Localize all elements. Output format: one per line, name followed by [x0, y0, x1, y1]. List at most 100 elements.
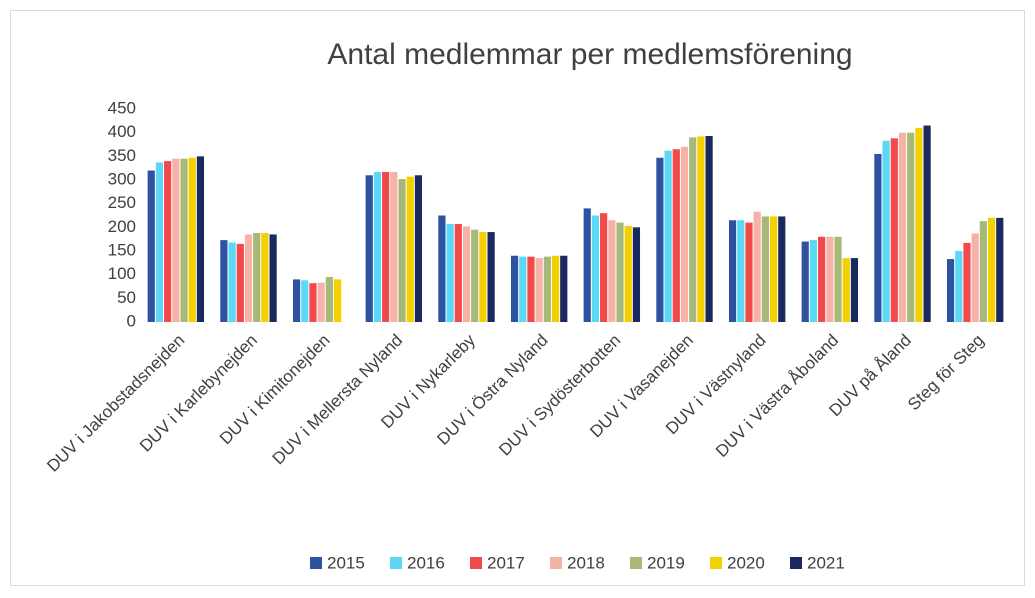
legend-label: 2017: [487, 553, 525, 572]
bar: [842, 258, 850, 322]
bar: [737, 220, 745, 322]
bar: [309, 283, 317, 322]
legend-swatch: [790, 557, 802, 569]
bar: [778, 216, 786, 322]
bar: [244, 234, 253, 322]
bar: [253, 233, 261, 322]
bar: [801, 241, 809, 322]
bar: [583, 208, 591, 322]
legend-swatch: [310, 557, 322, 569]
bar: [398, 179, 406, 322]
bar: [608, 220, 616, 322]
y-tick-label: 350: [108, 146, 136, 165]
bar: [826, 236, 834, 322]
bar: [979, 221, 987, 322]
bar: [987, 217, 996, 322]
bar: [180, 158, 188, 322]
bar: [834, 236, 842, 322]
bar: [874, 153, 882, 322]
bar: [543, 256, 551, 322]
legend-label: 2019: [647, 553, 685, 572]
bar: [510, 255, 519, 322]
bar: [890, 138, 898, 322]
legend-swatch: [710, 557, 722, 569]
bar: [446, 224, 454, 322]
bar: [269, 234, 277, 322]
y-tick-label: 150: [108, 240, 136, 259]
bar: [996, 217, 1004, 322]
bar: [560, 255, 568, 322]
bar: [971, 233, 979, 322]
legend-label: 2015: [327, 553, 365, 572]
bar: [236, 243, 244, 322]
bar: [809, 240, 818, 322]
bar: [527, 256, 535, 322]
bar: [333, 279, 342, 322]
bar: [471, 229, 479, 322]
y-tick-label: 100: [108, 264, 136, 283]
bar: [317, 282, 325, 322]
legend-label: 2016: [407, 553, 445, 572]
bar: [220, 240, 228, 322]
legend-label: 2018: [567, 553, 605, 572]
bar: [454, 224, 462, 322]
chart-title: Antal medlemmar per medlemsförening: [327, 38, 852, 71]
bar: [818, 236, 826, 322]
bar: [898, 132, 907, 322]
bar: [769, 216, 778, 322]
bar: [535, 258, 543, 322]
bar: [850, 258, 859, 322]
bar: [915, 127, 923, 322]
bar: [672, 149, 680, 322]
bar: [438, 215, 446, 322]
bar: [946, 259, 955, 322]
bar: [301, 280, 309, 322]
y-tick-label: 0: [127, 311, 136, 330]
bar: [172, 158, 180, 322]
bar: [390, 171, 398, 322]
bar: [479, 232, 487, 322]
y-tick-label: 450: [108, 98, 136, 117]
bar: [624, 225, 632, 322]
bar: [664, 150, 672, 322]
bar: [705, 135, 713, 322]
y-tick-label: 200: [108, 217, 136, 236]
bar: [462, 226, 471, 322]
bar: [882, 140, 890, 322]
bar: [728, 220, 737, 322]
bar: [155, 162, 164, 322]
y-tick-label: 250: [108, 193, 136, 212]
bar: [261, 233, 269, 322]
bar: [632, 227, 641, 322]
bar: [196, 156, 205, 322]
bar: [147, 170, 155, 322]
bar: [697, 136, 705, 322]
bar: [616, 222, 624, 322]
bar: [325, 277, 333, 322]
legend-label: 2021: [807, 553, 845, 572]
bar: [487, 232, 495, 322]
bar: [292, 279, 301, 322]
bar: [164, 161, 172, 322]
bar: [228, 242, 236, 322]
bar: [414, 175, 423, 322]
bar: [923, 125, 931, 322]
y-tick-label: 300: [108, 169, 136, 188]
bar: [745, 222, 753, 322]
bar: [753, 211, 761, 322]
legend-swatch: [550, 557, 562, 569]
bar: [680, 146, 689, 322]
bar: [963, 242, 971, 322]
bar: [600, 213, 608, 322]
bar: [365, 175, 373, 322]
bar: [406, 176, 414, 322]
bar: [188, 157, 196, 322]
bar: [907, 132, 915, 322]
legend-swatch: [630, 557, 642, 569]
bar: [591, 215, 600, 322]
bar: [519, 256, 527, 322]
bar: [656, 157, 664, 322]
bar: [551, 255, 560, 322]
legend-swatch: [390, 557, 402, 569]
